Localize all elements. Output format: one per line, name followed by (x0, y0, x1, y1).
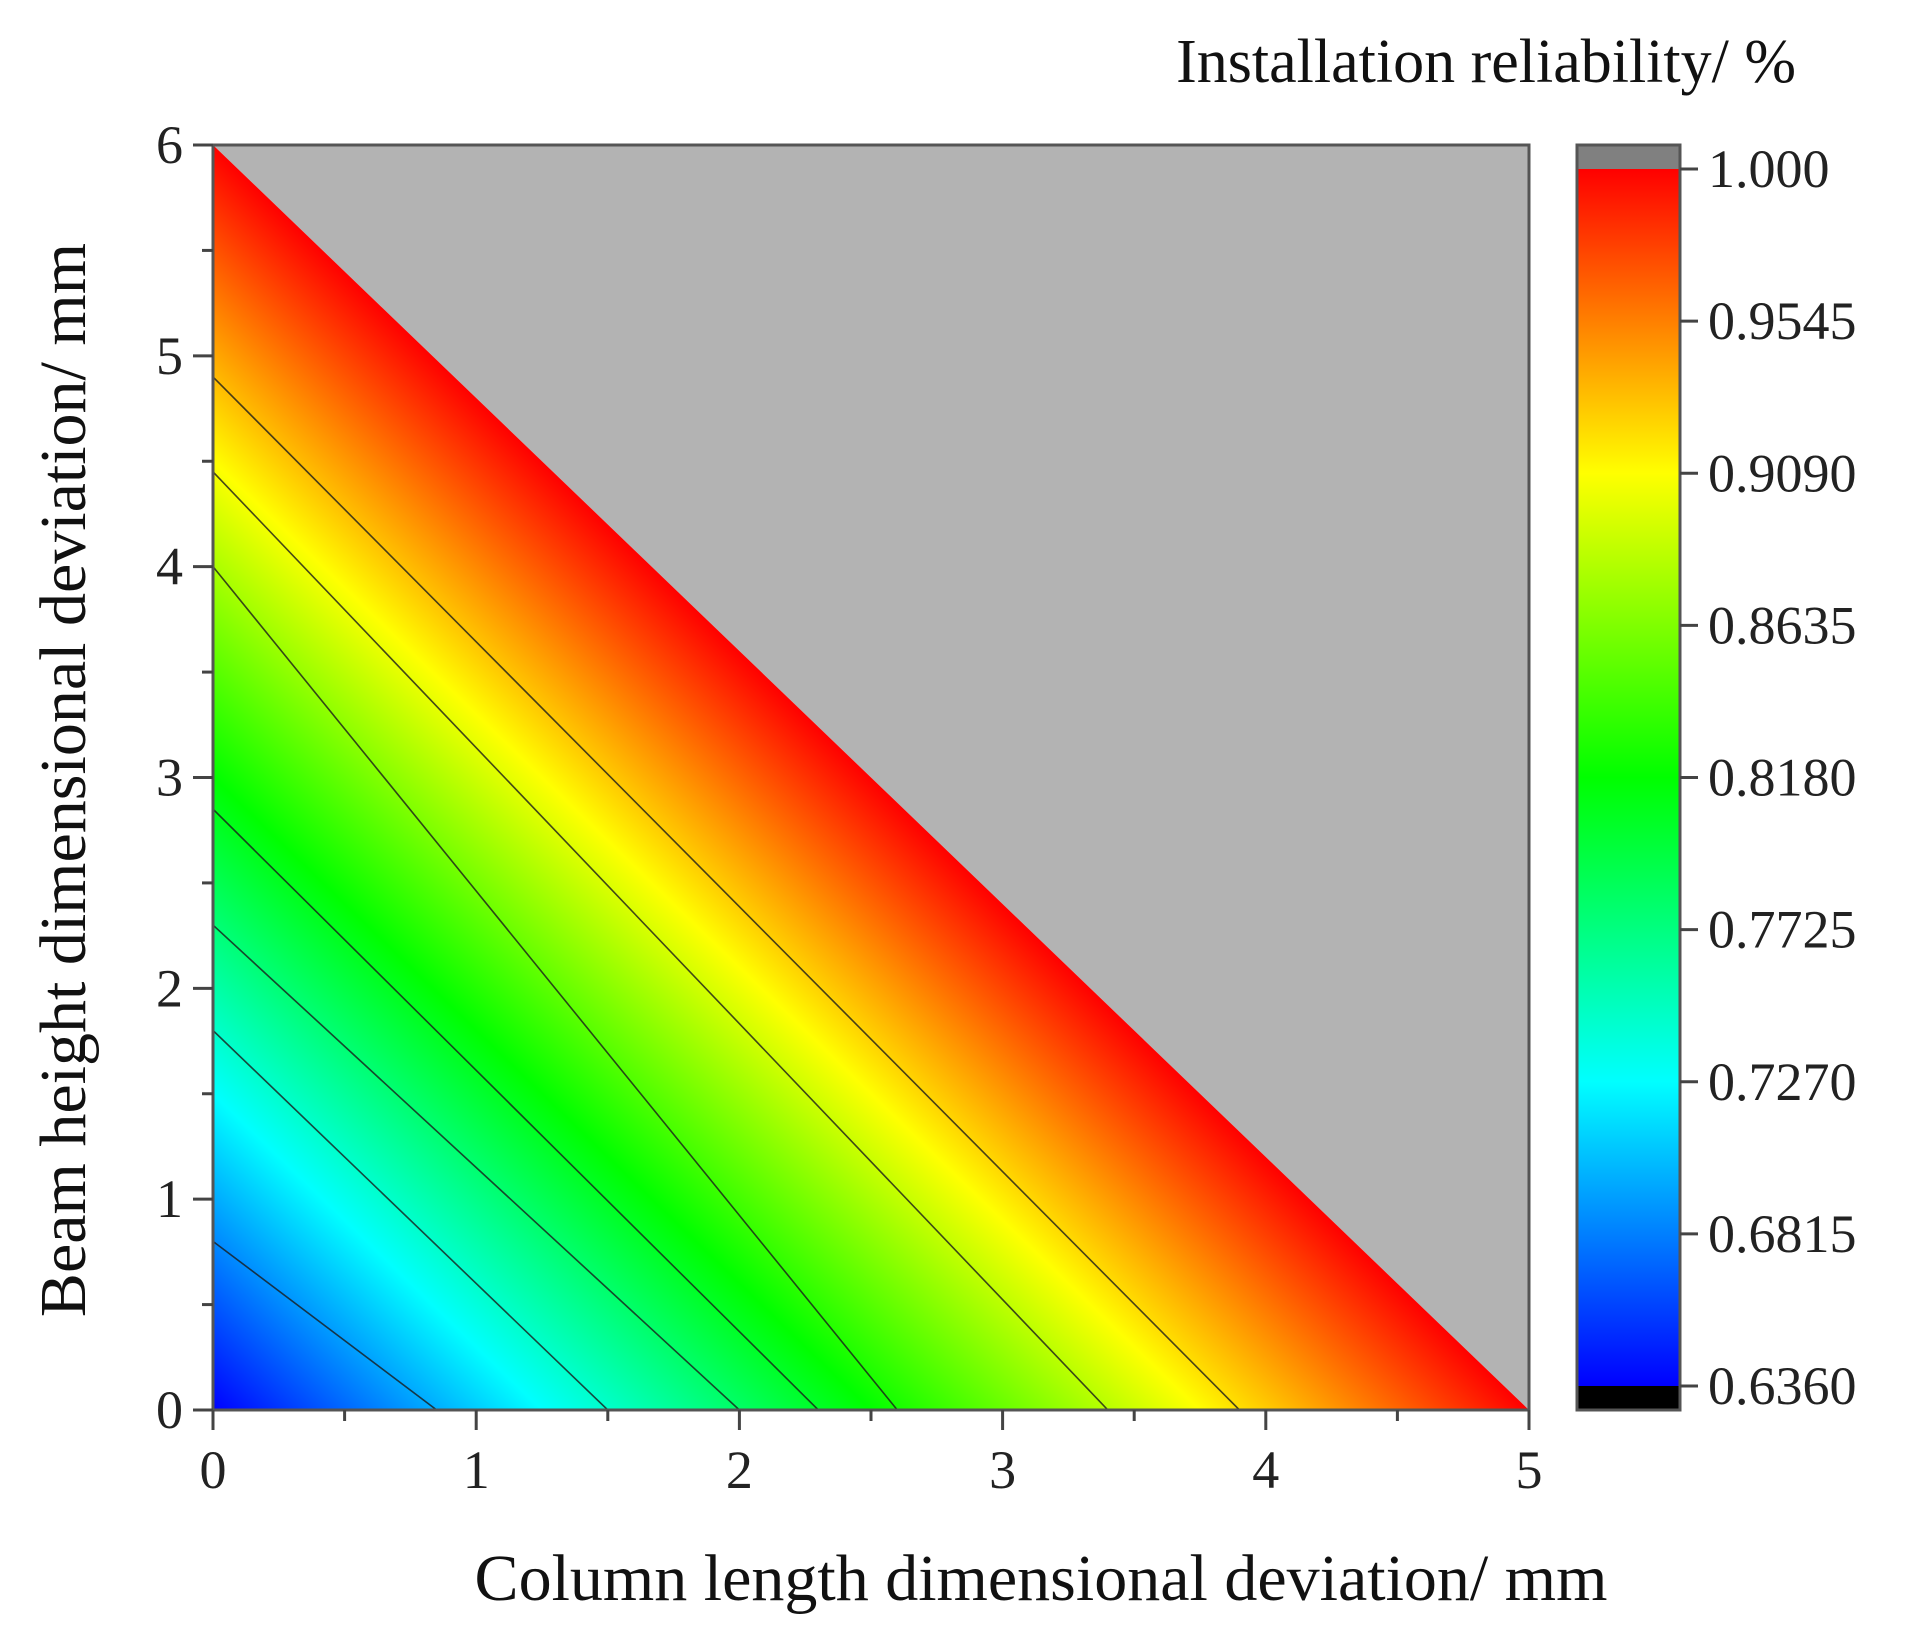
y-tick-label: 0 (156, 1380, 183, 1440)
contour-line (213, 924, 740, 1410)
x-tick-label: 1 (463, 1440, 490, 1500)
x-tick-label: 4 (1252, 1440, 1279, 1500)
x-tick-label: 2 (726, 1440, 753, 1500)
y-axis: 0 1 2 3 4 5 6 (156, 115, 213, 1440)
colorbar-overflow (1577, 145, 1680, 169)
x-tick-label: 5 (1516, 1440, 1543, 1500)
contour-line (213, 808, 819, 1410)
colorbar-tick-label: 0.8180 (1708, 748, 1857, 808)
colorbar: 0.6360 0.6815 0.7270 0.7725 0.8180 0.8635 0.90… (1575, 139, 1857, 1416)
colorbar-gradient-bar (1577, 169, 1680, 1386)
colorbar-title: Installation reliability/ % (1176, 28, 1796, 96)
colorbar-tick-label: 0.9090 (1708, 443, 1857, 503)
colorbar-tick-label: 0.7725 (1708, 900, 1857, 960)
y-axis-label: Beam height dimensional deviation/ mm (27, 243, 100, 1317)
colorbar-tick-label: 0.9545 (1708, 291, 1857, 351)
x-axis-label: Column length dimensional deviation/ mm (475, 1542, 1608, 1615)
y-tick-label: 6 (156, 115, 183, 175)
contour-line (213, 376, 1241, 1410)
contour-line (213, 1240, 438, 1410)
plot-area (213, 145, 1529, 1410)
colorbar-tick-label: 0.8635 (1708, 595, 1857, 655)
y-tick-label: 4 (156, 537, 183, 597)
contour-line (213, 566, 898, 1410)
x-axis: 0 1 2 3 4 5 (200, 1410, 1543, 1500)
colorbar-tick-label: 0.6815 (1708, 1204, 1857, 1264)
colorbar-tick-label: 0.7270 (1708, 1052, 1857, 1112)
x-tick-label: 3 (989, 1440, 1016, 1500)
y-tick-label: 1 (156, 1169, 183, 1229)
colorbar-underflow (1577, 1386, 1680, 1410)
reliability-field (213, 145, 1529, 1410)
y-tick-label: 2 (156, 958, 183, 1018)
contour-line (213, 471, 1109, 1410)
contour-line (213, 1029, 609, 1410)
colorbar-tick-label: 0.6360 (1708, 1356, 1857, 1416)
y-tick-label: 5 (156, 326, 183, 386)
colorbar-tick-label: 1.000 (1708, 139, 1830, 199)
y-tick-label: 3 (156, 748, 183, 808)
x-tick-label: 0 (200, 1440, 227, 1500)
contour-lines (213, 376, 1241, 1410)
